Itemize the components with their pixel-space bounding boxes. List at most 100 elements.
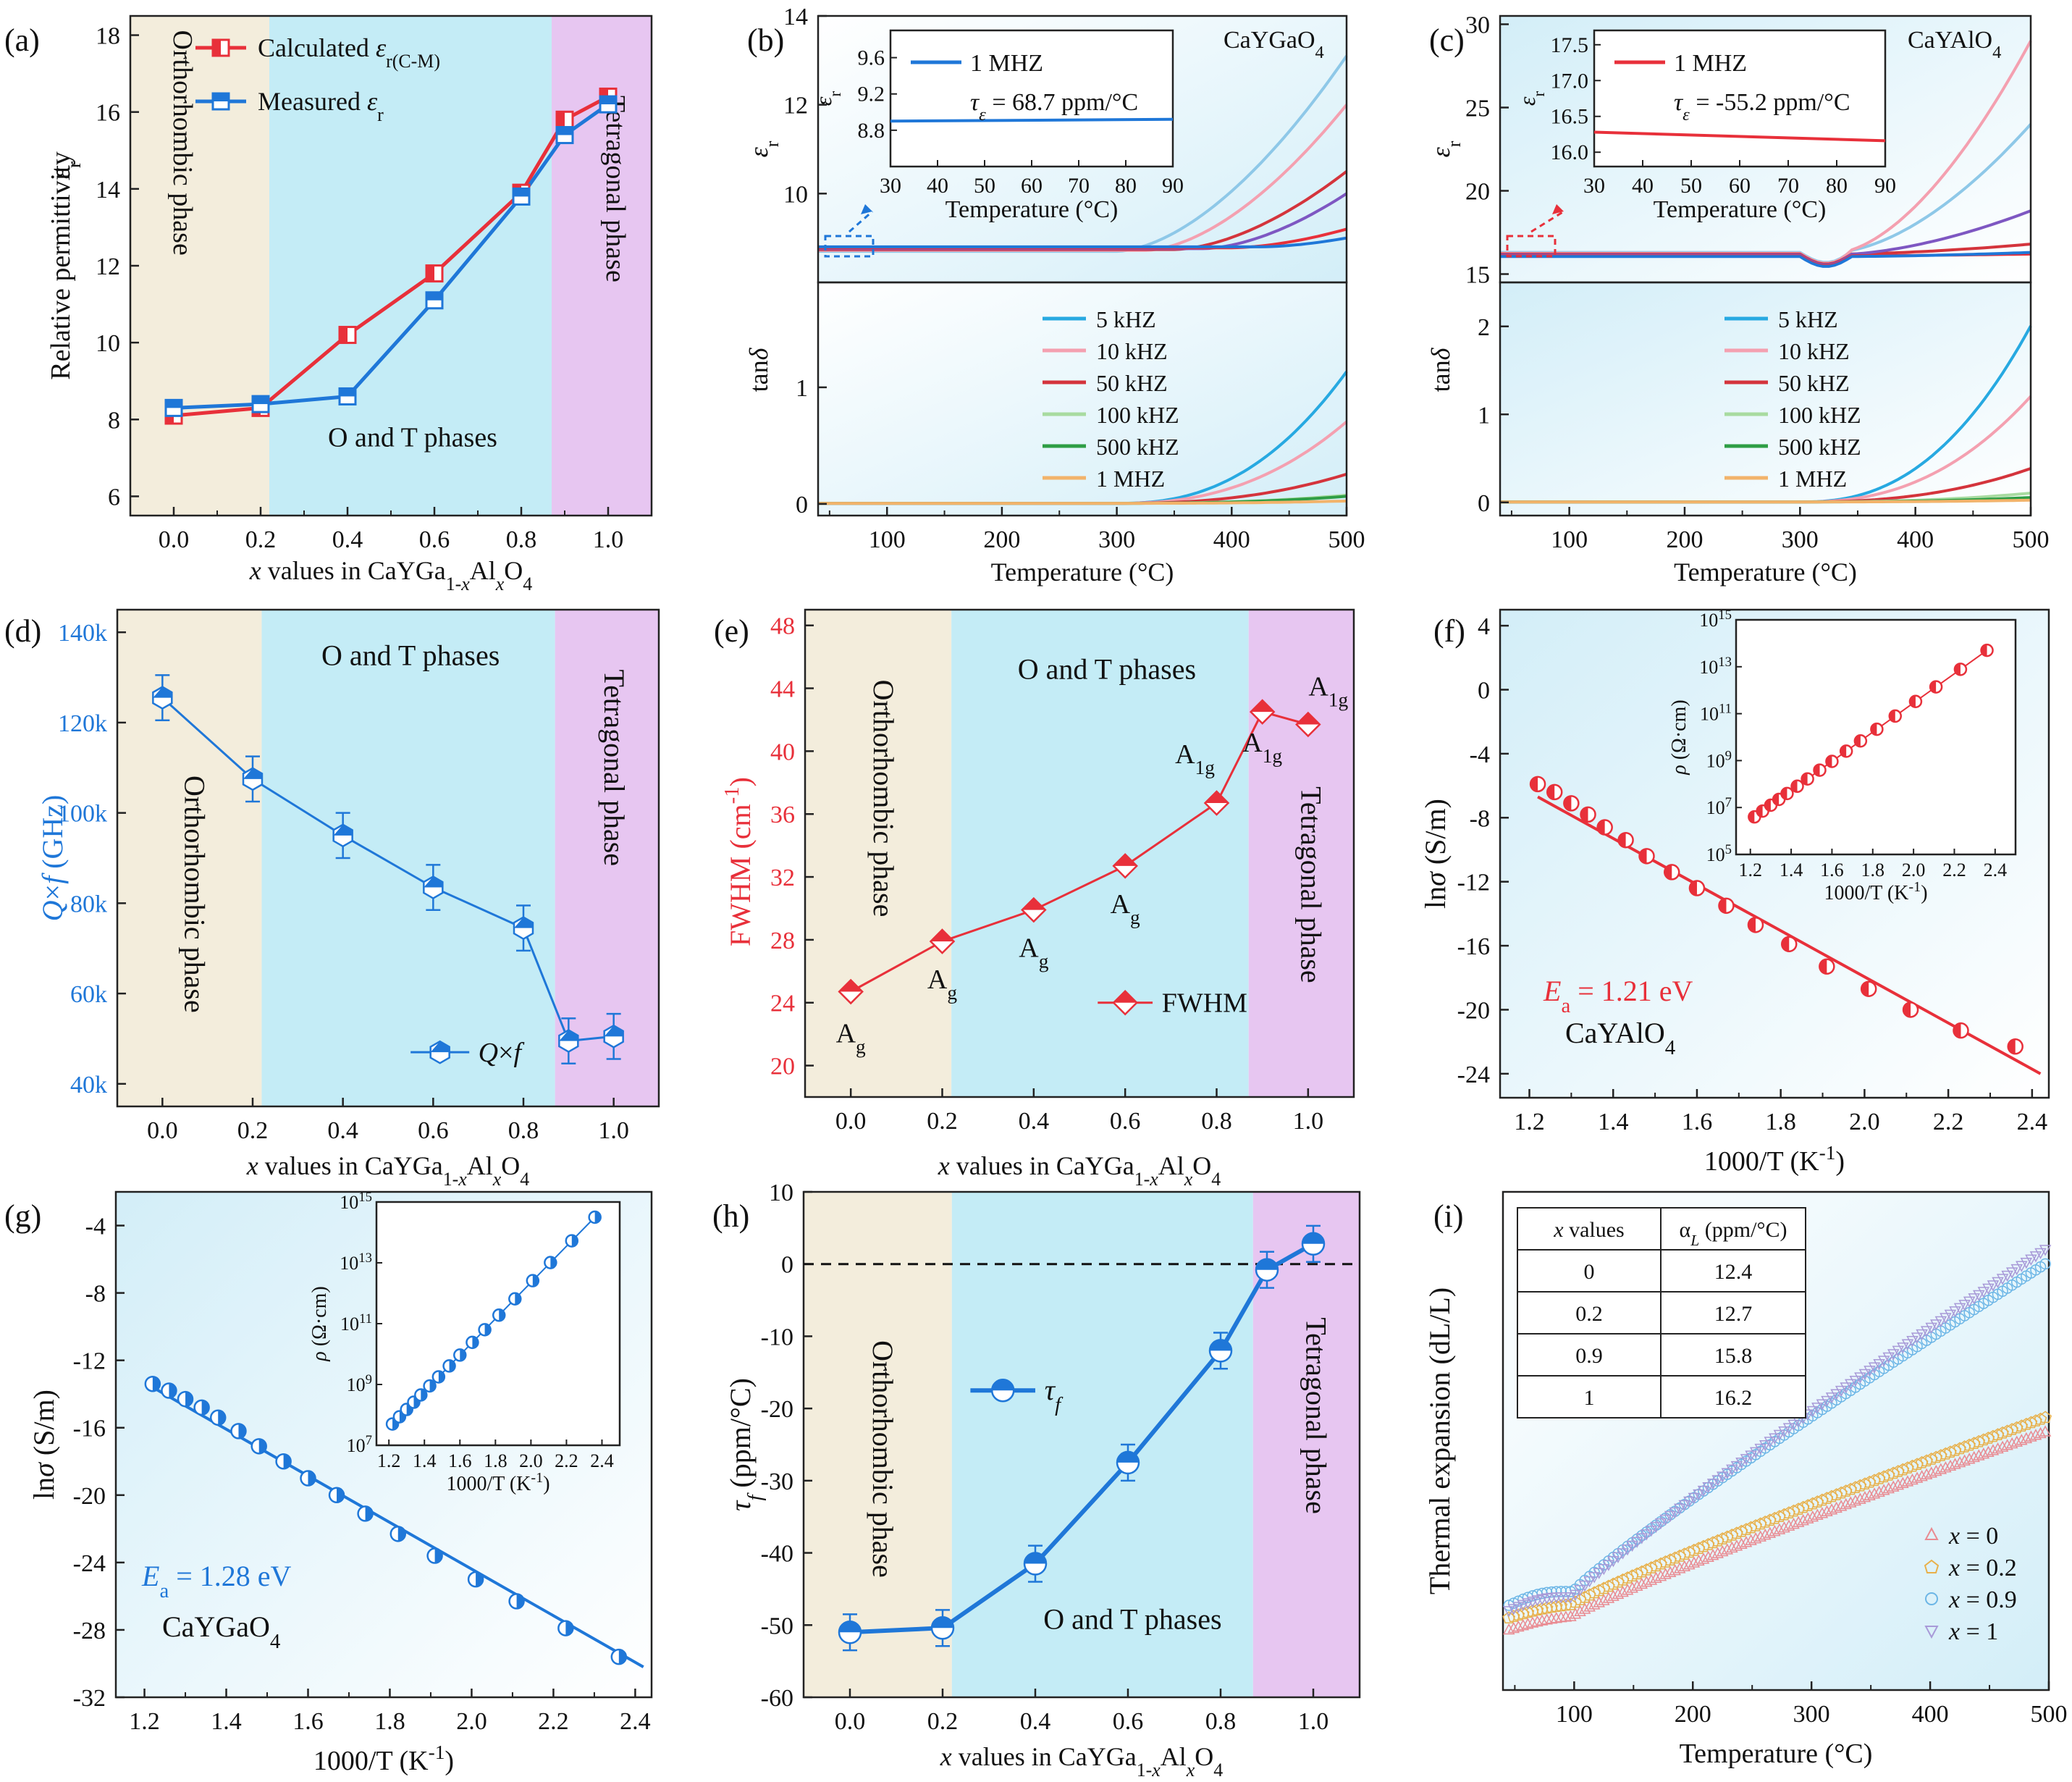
y-tick-label: 44 [770, 676, 795, 703]
marker-fill [1954, 663, 1961, 676]
marker-fill [426, 292, 442, 300]
x-tick-label: 0.6 [1113, 1708, 1144, 1735]
data-point [1630, 1537, 1643, 1548]
inset-background [1594, 30, 1885, 167]
x-tick-label: 200 [1675, 1701, 1711, 1728]
marker-fill [153, 686, 172, 698]
data-point [1583, 1576, 1596, 1588]
marker-fill [1117, 1451, 1139, 1463]
marker-fill [365, 1506, 373, 1521]
marker-fill [340, 327, 348, 343]
marker [467, 1571, 484, 1588]
activation-energy: Ea = 1.28 eV [141, 1560, 292, 1602]
x-axis-title: Temperature (°C) [1674, 558, 1857, 587]
data-point [1536, 1602, 1549, 1615]
y-axis-title: lnσ (S/m) [1419, 799, 1452, 909]
inset-x-tick-label: 70 [1777, 174, 1799, 198]
marker-fill [1819, 959, 1827, 974]
data-point [1740, 1536, 1753, 1547]
marker [1208, 1339, 1233, 1363]
y-tick-label: 40k [70, 1072, 107, 1098]
marker [328, 1487, 345, 1504]
y-axis-title: tanδ [744, 347, 773, 392]
panel-label: (b) [747, 22, 784, 58]
marker [1781, 936, 1798, 953]
y-tick-label: -8 [1470, 805, 1490, 832]
data-point [1617, 1585, 1629, 1597]
data-point [1769, 1524, 1781, 1537]
marker-fill [1748, 917, 1756, 933]
data-point [2001, 1439, 2013, 1450]
data-point [2020, 1432, 2033, 1444]
data-point [1916, 1470, 1928, 1482]
marker [1747, 917, 1764, 933]
data-point [1958, 1454, 1971, 1466]
y-axis-title: Relative permittivity [46, 151, 76, 380]
marker-fill [434, 1548, 442, 1563]
data-point [1578, 1602, 1591, 1614]
data-point [1702, 1550, 1714, 1562]
marker-fill [213, 93, 229, 101]
data-point [2005, 1267, 2018, 1279]
data-point [1940, 1461, 1952, 1473]
marker [557, 1620, 574, 1636]
marker-fill [253, 396, 269, 405]
marker [193, 1399, 210, 1416]
marker [466, 1335, 479, 1350]
marker-fill [1909, 695, 1916, 707]
marker-fill [1719, 898, 1727, 913]
data-point [1882, 1482, 1895, 1494]
marker [1023, 1552, 1048, 1576]
data-point [1806, 1510, 1819, 1522]
x-tick-label: 100 [1556, 1701, 1593, 1728]
data-point [1754, 1530, 1766, 1542]
data-point [1906, 1335, 1919, 1348]
data-point [1835, 1385, 1848, 1398]
x-tick-label: 0.6 [419, 526, 450, 553]
data-point [1930, 1464, 1942, 1476]
marker-fill [201, 1400, 209, 1415]
y-tick-label: 8 [108, 407, 120, 434]
y-tick-label: 40 [770, 739, 795, 765]
marker-fill [514, 917, 533, 928]
data-point [1645, 1573, 1658, 1585]
x-tick-label: 0.4 [1020, 1708, 1051, 1735]
marker [555, 110, 574, 129]
marker-fill [515, 1293, 521, 1305]
compound-label: CaYAlO4 [1565, 1017, 1675, 1059]
data-point [1621, 1544, 1634, 1556]
y-axis-title: εr [1426, 140, 1465, 157]
data-point [1778, 1521, 1790, 1533]
x-axis-title: Temperature (°C) [991, 558, 1174, 587]
phase-label: Orthorhombic phase [867, 1340, 899, 1578]
marker [425, 264, 444, 283]
data-point [1574, 1605, 1586, 1617]
inset-legend-label: 1 MHZ [1674, 50, 1747, 77]
marker [1112, 853, 1138, 879]
x-tick-label: 2.2 [538, 1708, 569, 1735]
data-point [1517, 1600, 1530, 1612]
x-tick-label: 0.0 [835, 1108, 867, 1135]
data-point [2039, 1425, 2052, 1437]
marker [1790, 779, 1804, 794]
legend-label: x = 1 [1948, 1618, 1998, 1645]
data-point [2010, 1435, 2023, 1447]
data-point [1530, 1603, 1544, 1616]
data-point [1550, 1612, 1563, 1623]
table-cell: 1 [1584, 1386, 1595, 1410]
data-point [1887, 1349, 1900, 1361]
legend-label: 1 MHZ [1096, 466, 1165, 492]
marker [838, 978, 864, 1005]
data-point [1607, 1589, 1620, 1601]
x-tick-label: 300 [1782, 526, 1819, 553]
marker-fill [1113, 991, 1137, 1003]
marker [144, 1375, 161, 1392]
data-point [1641, 1576, 1653, 1587]
legend-label: 50 kHZ [1096, 370, 1168, 396]
y-tick-label: -4 [1470, 741, 1490, 768]
y-tick-label: 14 [96, 177, 120, 203]
data-point [1825, 1392, 1838, 1404]
marker [1813, 763, 1827, 777]
data-point [1968, 1293, 1980, 1305]
marker [1249, 699, 1276, 725]
